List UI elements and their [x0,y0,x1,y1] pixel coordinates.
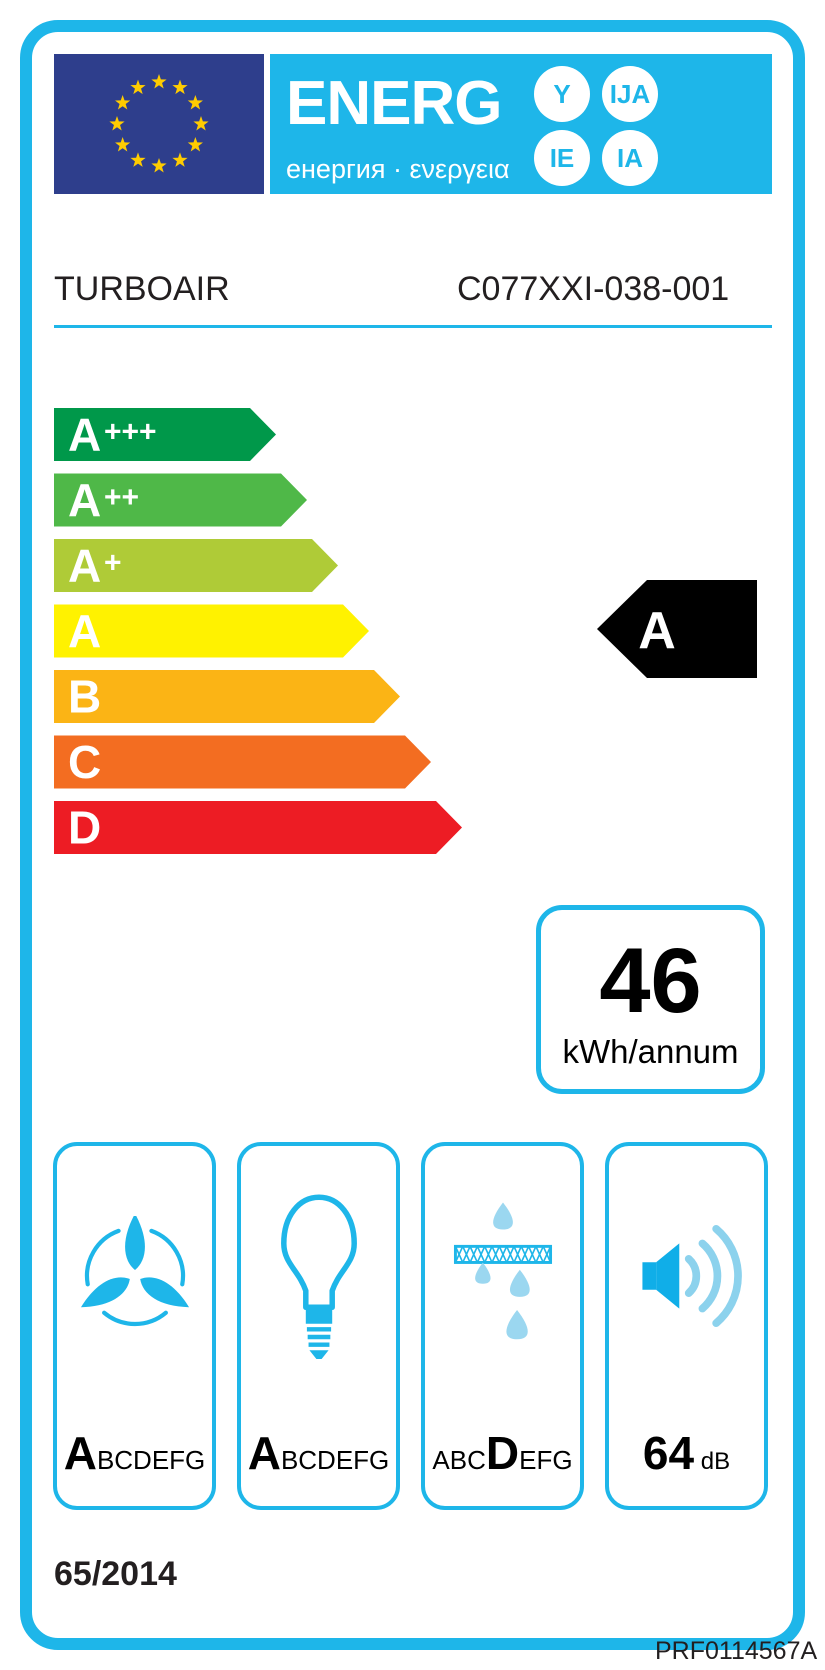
svg-text:A: A [68,540,101,592]
svg-text:++: ++ [104,481,139,514]
svg-text:+: + [104,547,122,580]
svg-text:B: B [68,671,101,723]
svg-text:D: D [68,802,101,854]
svg-text:A: A [68,605,101,657]
svg-text:C: C [68,736,101,788]
svg-text:A: A [638,602,676,660]
svg-text:+++: +++ [104,416,157,449]
svg-text:A: A [68,474,101,526]
svg-text:A: A [68,409,101,461]
